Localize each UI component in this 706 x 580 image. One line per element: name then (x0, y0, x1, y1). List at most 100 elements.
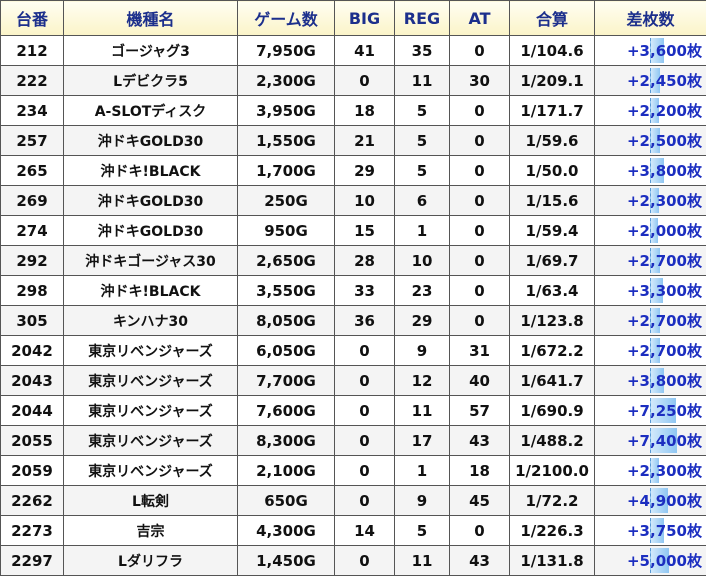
cell-combined: 1/171.7 (509, 95, 595, 126)
cell-combined: 1/672.2 (509, 335, 595, 366)
table-row: 2262 L転剣 650G 0 9 45 1/72.2 +4,900枚 (0, 485, 706, 516)
cell-big: 41 (334, 35, 395, 66)
cell-reg: 5 (394, 155, 450, 186)
cell-difference: +4,900枚 (594, 485, 706, 516)
cell-combined: 1/641.7 (509, 365, 595, 396)
cell-reg: 11 (394, 65, 450, 96)
difference-bar (650, 188, 659, 213)
cell-machine-name: 沖ドキ!BLACK (63, 275, 238, 306)
cell-reg: 5 (394, 125, 450, 156)
header-machine-number: 台番 (0, 0, 64, 36)
table-row: 212 ゴージャグ3 7,950G 41 35 0 1/104.6 +3,600枚 (0, 35, 706, 66)
difference-value: +2,700枚 (626, 252, 702, 270)
difference-value: +3,800枚 (626, 162, 702, 180)
table-row: 2044 東京リベンジャーズ 7,600G 0 11 57 1/690.9 +7,250枚 (0, 395, 706, 426)
cell-reg: 35 (394, 35, 450, 66)
cell-game-count: 4,300G (237, 515, 335, 546)
cell-big: 0 (334, 365, 395, 396)
header-difference: 差枚数 (594, 0, 706, 36)
difference-bar (650, 308, 660, 333)
cell-big: 0 (334, 455, 395, 486)
difference-bar (650, 278, 663, 303)
cell-at: 0 (449, 515, 510, 546)
cell-reg: 11 (394, 545, 450, 576)
cell-difference: +5,000枚 (594, 545, 706, 576)
cell-machine-name: 東京リベンジャーズ (63, 395, 238, 426)
cell-at: 0 (449, 245, 510, 276)
header-machine-name: 機種名 (63, 0, 238, 36)
difference-bar (650, 398, 676, 423)
cell-combined: 1/69.7 (509, 245, 595, 276)
difference-value: +3,600枚 (626, 42, 702, 60)
cell-difference: +3,750枚 (594, 515, 706, 546)
cell-big: 28 (334, 245, 395, 276)
cell-combined: 1/209.1 (509, 65, 595, 96)
difference-value: +5,000枚 (626, 552, 702, 570)
difference-bar (650, 368, 664, 393)
cell-machine-name: 東京リベンジャーズ (63, 425, 238, 456)
cell-machine-name: 東京リベンジャーズ (63, 455, 238, 486)
cell-at: 40 (449, 365, 510, 396)
cell-machine-number: 257 (0, 125, 64, 156)
cell-combined: 1/59.4 (509, 215, 595, 246)
cell-reg: 9 (394, 485, 450, 516)
difference-bar (650, 548, 669, 573)
cell-combined: 1/226.3 (509, 515, 595, 546)
table-row: 2043 東京リベンジャーズ 7,700G 0 12 40 1/641.7 +3,800枚 (0, 365, 706, 396)
cell-reg: 23 (394, 275, 450, 306)
cell-difference: +2,200枚 (594, 95, 706, 126)
cell-reg: 10 (394, 245, 450, 276)
cell-machine-name: 沖ドキGOLD30 (63, 215, 238, 246)
header-row: 台番 機種名 ゲーム数 BIG REG AT 合算 差枚数 (0, 0, 706, 36)
cell-difference: +3,800枚 (594, 365, 706, 396)
cell-machine-name: Lデビクラ5 (63, 65, 238, 96)
table-row: 2059 東京リベンジャーズ 2,100G 0 1 18 1/2100.0 +2,300枚 (0, 455, 706, 486)
cell-at: 31 (449, 335, 510, 366)
table-row: 257 沖ドキGOLD30 1,550G 21 5 0 1/59.6 +2,500枚 (0, 125, 706, 156)
cell-difference: +2,700枚 (594, 335, 706, 366)
difference-value: +2,450枚 (626, 72, 702, 90)
cell-machine-name: Lダリフラ (63, 545, 238, 576)
cell-machine-name: 沖ドキゴージャス30 (63, 245, 238, 276)
table-row: 269 沖ドキGOLD30 250G 10 6 0 1/15.6 +2,300枚 (0, 185, 706, 216)
header-reg: REG (394, 0, 450, 36)
header-combined: 合算 (509, 0, 595, 36)
cell-difference: +2,700枚 (594, 305, 706, 336)
difference-value: +2,500枚 (626, 132, 702, 150)
cell-at: 43 (449, 545, 510, 576)
cell-machine-name: L転剣 (63, 485, 238, 516)
cell-machine-number: 2044 (0, 395, 64, 426)
cell-reg: 1 (394, 215, 450, 246)
cell-combined: 1/50.0 (509, 155, 595, 186)
cell-big: 10 (334, 185, 395, 216)
cell-combined: 1/123.8 (509, 305, 595, 336)
cell-difference: +3,300枚 (594, 275, 706, 306)
cell-reg: 9 (394, 335, 450, 366)
table-row: 222 Lデビクラ5 2,300G 0 11 30 1/209.1 +2,450枚 (0, 65, 706, 96)
table-row: 305 キンハナ30 8,050G 36 29 0 1/123.8 +2,700枚 (0, 305, 706, 336)
cell-machine-number: 265 (0, 155, 64, 186)
cell-game-count: 1,550G (237, 125, 335, 156)
difference-value: +2,000枚 (626, 222, 702, 240)
cell-machine-number: 212 (0, 35, 64, 66)
cell-big: 0 (334, 335, 395, 366)
difference-bar (650, 458, 659, 483)
cell-reg: 1 (394, 455, 450, 486)
header-at: AT (449, 0, 510, 36)
table-row: 292 沖ドキゴージャス30 2,650G 28 10 0 1/69.7 +2,700枚 (0, 245, 706, 276)
cell-game-count: 7,600G (237, 395, 335, 426)
cell-at: 18 (449, 455, 510, 486)
table-row: 265 沖ドキ!BLACK 1,700G 29 5 0 1/50.0 +3,800枚 (0, 155, 706, 186)
cell-reg: 5 (394, 515, 450, 546)
cell-machine-number: 298 (0, 275, 64, 306)
cell-machine-number: 222 (0, 65, 64, 96)
cell-big: 33 (334, 275, 395, 306)
cell-big: 0 (334, 65, 395, 96)
difference-value: +3,800枚 (626, 372, 702, 390)
cell-machine-number: 2043 (0, 365, 64, 396)
cell-at: 43 (449, 425, 510, 456)
cell-machine-number: 292 (0, 245, 64, 276)
cell-reg: 5 (394, 95, 450, 126)
difference-bar (650, 428, 677, 453)
